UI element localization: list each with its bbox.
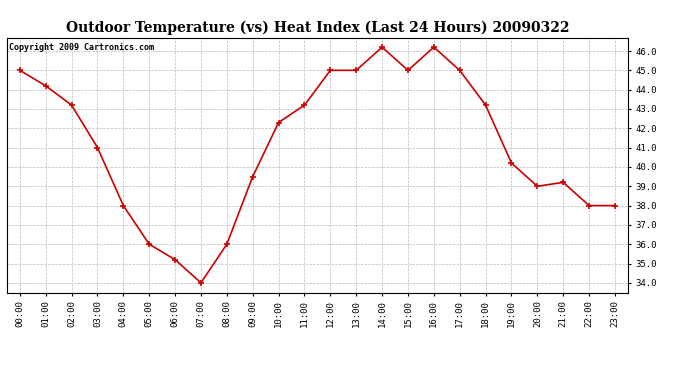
Title: Outdoor Temperature (vs) Heat Index (Last 24 Hours) 20090322: Outdoor Temperature (vs) Heat Index (Las… bbox=[66, 21, 569, 35]
Text: Copyright 2009 Cartronics.com: Copyright 2009 Cartronics.com bbox=[9, 43, 154, 52]
